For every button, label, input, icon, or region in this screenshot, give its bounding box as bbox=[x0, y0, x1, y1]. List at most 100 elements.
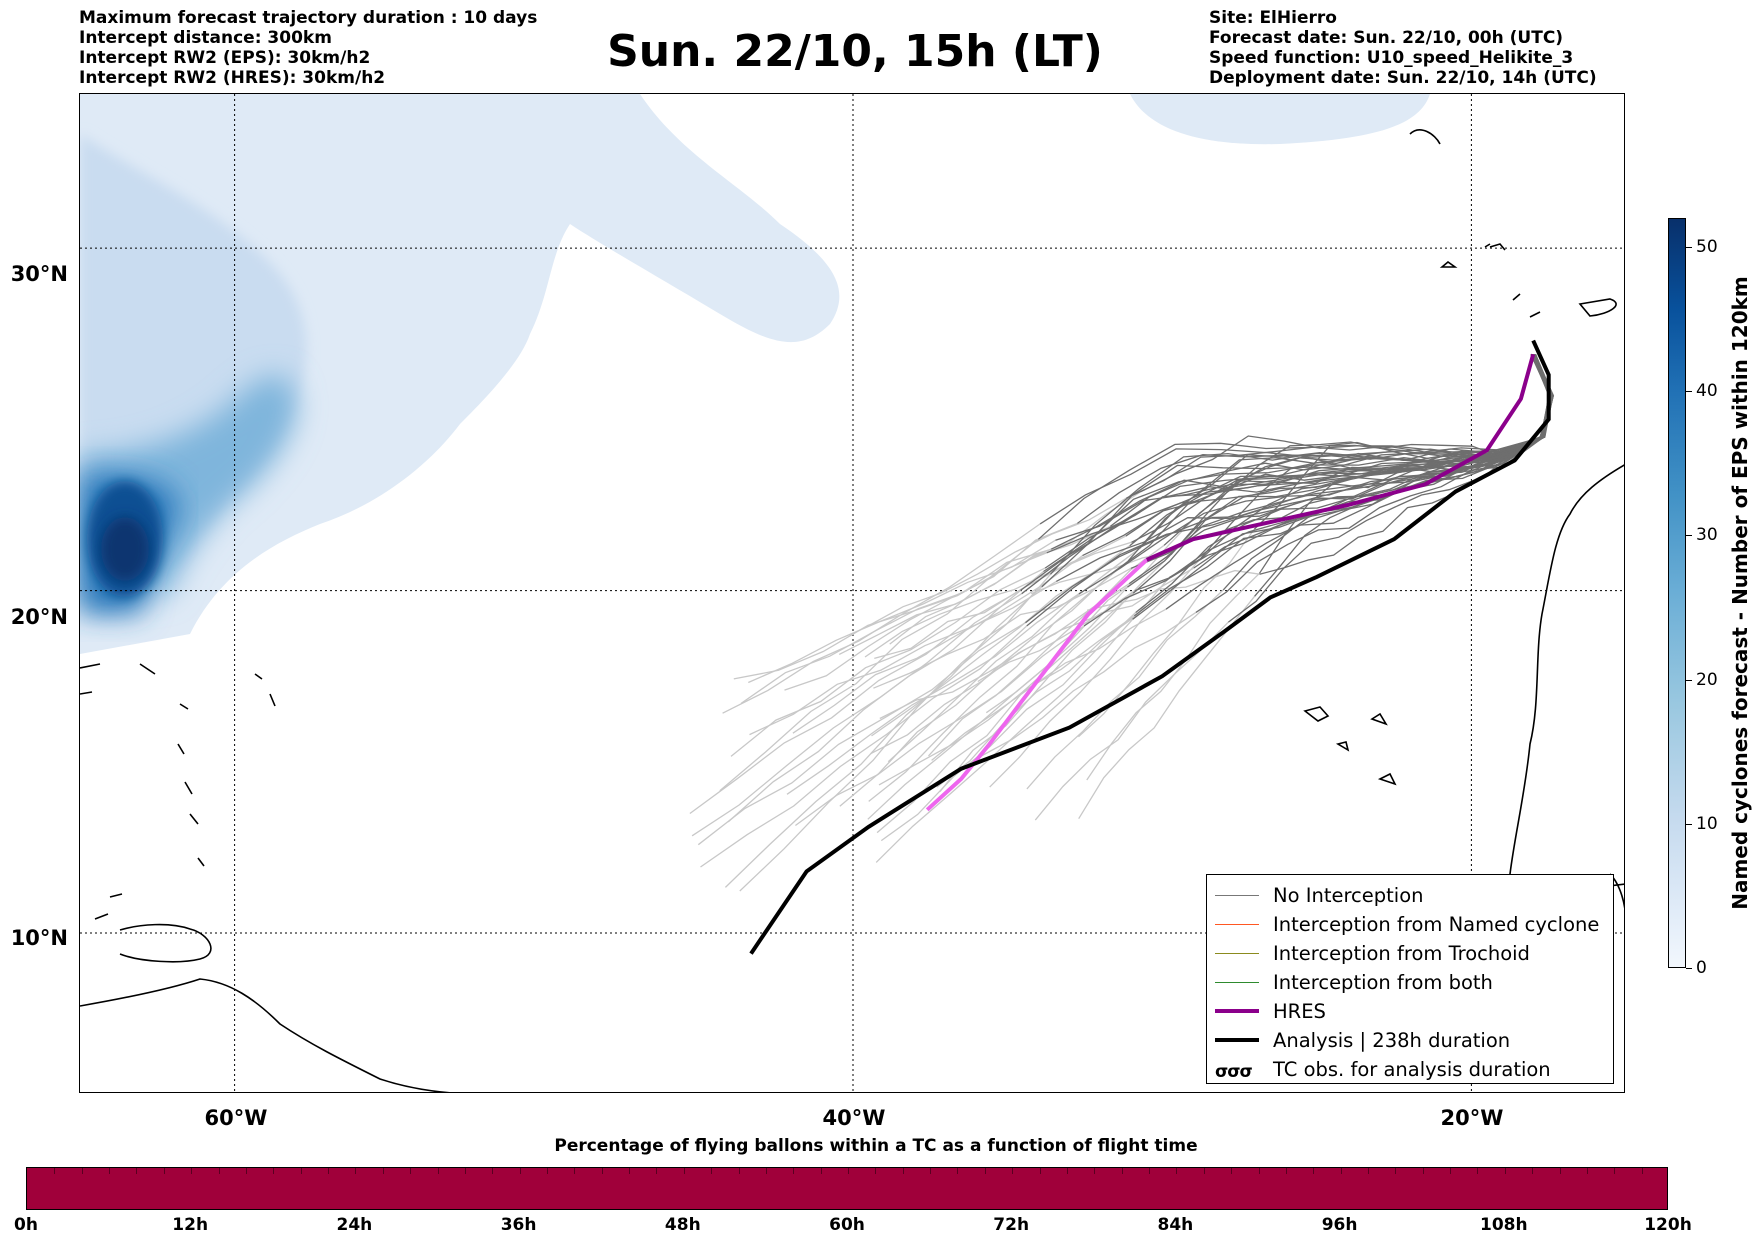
ensemble-track-tail bbox=[867, 586, 1128, 820]
ensemble-track-tail bbox=[865, 497, 1127, 628]
time-bar-tick bbox=[163, 1168, 165, 1174]
tc-obs-icon: σσσ bbox=[1215, 1061, 1253, 1082]
time-bar-tick bbox=[1066, 1168, 1068, 1174]
time-bar-tick bbox=[957, 1168, 959, 1174]
time-bar-tick bbox=[656, 1168, 658, 1174]
time-bar-tick bbox=[738, 1168, 740, 1174]
ensemble-track bbox=[1109, 354, 1555, 527]
time-bar-tick bbox=[1367, 1168, 1369, 1174]
ensemble-track bbox=[1026, 353, 1554, 627]
colorbar-title: Named cyclones forecast - Number of EPS … bbox=[1728, 276, 1752, 910]
intercept-distance-text: Intercept distance: 300km bbox=[79, 28, 332, 48]
time-bar-tick bbox=[1340, 1168, 1342, 1174]
ensemble-track-tail bbox=[689, 589, 1021, 815]
time-bar-tick bbox=[930, 1168, 932, 1174]
coast-azores bbox=[1409, 129, 1491, 248]
header-right: Site: ElHierro Forecast date: Sun. 22/10… bbox=[1209, 8, 1597, 88]
time-bar-tick bbox=[81, 1168, 83, 1174]
coast-puerto-rico bbox=[80, 663, 156, 695]
legend-label: Interception from Named cyclone bbox=[1273, 913, 1600, 936]
colorbar-tick bbox=[1686, 391, 1692, 393]
time-bar-tick bbox=[218, 1168, 220, 1174]
coast-madeira bbox=[1439, 243, 1506, 268]
legend-swatch-analysis bbox=[1215, 1033, 1259, 1049]
legend-label: TC obs. for analysis duration bbox=[1273, 1058, 1551, 1081]
time-bar-tick bbox=[1422, 1168, 1424, 1174]
time-bar-tick bbox=[574, 1168, 576, 1174]
ensemble-track-tail bbox=[784, 522, 1078, 691]
colorbar bbox=[1668, 218, 1686, 968]
ensemble-track-tail bbox=[1077, 528, 1255, 738]
time-bar-label: 60h bbox=[829, 1215, 865, 1235]
speed-function-text: Speed function: U10_speed_Helikite_3 bbox=[1209, 48, 1574, 68]
time-bar-tick bbox=[109, 1168, 111, 1174]
legend-swatch-no-interception bbox=[1215, 888, 1259, 904]
time-bar-tick bbox=[711, 1168, 713, 1174]
lat-label-30n: 30°N bbox=[10, 262, 68, 286]
deployment-date-text: Deployment date: Sun. 22/10, 14h (UTC) bbox=[1209, 68, 1597, 88]
ensemble-track-tail bbox=[980, 611, 1197, 757]
ensemble-track-tail bbox=[868, 560, 1129, 802]
gridlines bbox=[80, 94, 1624, 1092]
time-bar-tick bbox=[1094, 1168, 1096, 1174]
ensemble-track-tail bbox=[786, 593, 1080, 795]
ensemble-tracks-early bbox=[689, 491, 1260, 892]
time-bar-tick bbox=[1586, 1168, 1588, 1174]
legend-swatch-trochoid bbox=[1215, 946, 1259, 962]
time-bar-tick bbox=[1614, 1168, 1616, 1174]
ensemble-track-tail bbox=[792, 555, 1083, 734]
ensemble-track-tail bbox=[730, 567, 1046, 757]
lon-label-20w: 20°W bbox=[1440, 1106, 1504, 1130]
colorbar-tick-label: 20 bbox=[1696, 669, 1718, 690]
ensemble-track-tail bbox=[889, 491, 1142, 645]
coast-canaries bbox=[1512, 293, 1617, 318]
time-bar-tick bbox=[464, 1168, 466, 1174]
time-bar-tick bbox=[1285, 1168, 1287, 1174]
ensemble-track-tail bbox=[875, 618, 1134, 863]
ensemble-track-tail bbox=[931, 608, 1167, 761]
time-bar-tick bbox=[683, 1168, 685, 1174]
map-panel[interactable] bbox=[79, 93, 1625, 1093]
time-bar-tick bbox=[1313, 1168, 1315, 1174]
time-bar-label: 120h bbox=[1644, 1215, 1692, 1235]
time-bar-tick bbox=[1450, 1168, 1452, 1174]
time-bar-label: 108h bbox=[1480, 1215, 1528, 1235]
time-bar-tick bbox=[601, 1168, 603, 1174]
ensemble-track bbox=[1259, 354, 1551, 575]
cyclone-density-field bbox=[80, 94, 1430, 654]
main-title: Sun. 22/10, 15h (LT) bbox=[607, 26, 1103, 77]
ensemble-track-tail bbox=[887, 547, 1141, 763]
ensemble-track-tail bbox=[928, 544, 1165, 757]
time-bar-tick bbox=[382, 1168, 384, 1174]
ensemble-track-tail bbox=[989, 557, 1202, 788]
colorbar-tick-label: 0 bbox=[1696, 958, 1707, 978]
time-bar-tick bbox=[1012, 1168, 1014, 1174]
time-bar-tick bbox=[410, 1168, 412, 1174]
max-duration-text: Maximum forecast trajectory duration : 1… bbox=[79, 8, 538, 28]
time-bar-label: 72h bbox=[993, 1215, 1030, 1235]
time-bar-tick bbox=[765, 1168, 767, 1174]
lat-label-20n: 20°N bbox=[10, 605, 68, 629]
ensemble-track-tail bbox=[878, 615, 1135, 786]
time-bar-tick bbox=[245, 1168, 247, 1174]
ensemble-track bbox=[1140, 354, 1552, 493]
legend-item-trochoid: Interception from Trochoid bbox=[1215, 939, 1605, 968]
ensemble-track-tail bbox=[1034, 621, 1229, 821]
time-bar-tick bbox=[1203, 1168, 1205, 1174]
ensemble-track-tail bbox=[864, 535, 1127, 658]
time-bar-tick bbox=[1477, 1168, 1479, 1174]
time-bar-tick bbox=[793, 1168, 795, 1174]
time-bar-tick bbox=[1121, 1168, 1123, 1174]
time-bar-tick bbox=[820, 1168, 822, 1174]
ensemble-track-tail bbox=[697, 622, 1026, 846]
ensemble-track-tail bbox=[939, 554, 1172, 793]
legend-item-both: Interception from both bbox=[1215, 968, 1605, 997]
header-left: Maximum forecast trajectory duration : 1… bbox=[79, 8, 537, 88]
time-bar-tick bbox=[1176, 1168, 1178, 1174]
time-bar-label: 12h bbox=[172, 1215, 209, 1235]
ensemble-track bbox=[1165, 354, 1552, 610]
legend-label: Analysis | 238h duration bbox=[1273, 1029, 1511, 1052]
coast-lesser-antilles bbox=[177, 673, 276, 867]
time-bar-tick bbox=[1532, 1168, 1534, 1174]
map-canvas bbox=[80, 94, 1624, 1092]
